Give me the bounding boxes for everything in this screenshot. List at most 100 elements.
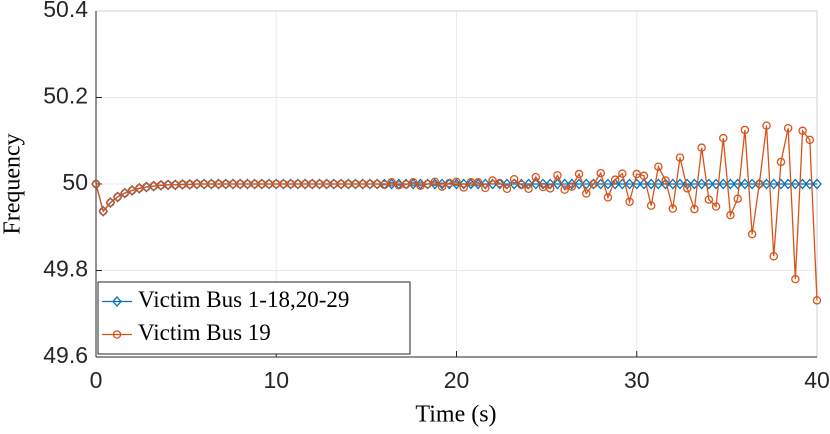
marker: [639, 178, 649, 190]
marker: [235, 178, 246, 190]
marker: [733, 194, 742, 203]
x-tick-label: 30: [624, 367, 650, 393]
marker: [790, 178, 801, 190]
marker: [690, 204, 699, 214]
marker: [264, 178, 274, 190]
marker: [776, 178, 786, 190]
marker: [502, 184, 512, 194]
marker: [242, 178, 253, 190]
y-axis-label: Frequency: [0, 133, 26, 234]
marker: [675, 153, 685, 162]
legend-label: Victim Bus 19: [138, 320, 271, 345]
marker: [488, 176, 497, 185]
marker: [791, 274, 800, 284]
marker: [422, 178, 433, 190]
marker: [596, 168, 605, 178]
marker: [560, 185, 569, 194]
marker: [574, 169, 584, 179]
marker: [271, 178, 282, 190]
marker: [646, 178, 657, 190]
marker: [430, 177, 440, 187]
marker: [582, 189, 591, 198]
marker: [718, 178, 729, 190]
y-tick-label: 50: [62, 169, 88, 195]
marker: [646, 201, 656, 210]
marker: [747, 178, 757, 190]
marker: [776, 157, 786, 167]
marker: [192, 178, 202, 190]
marker: [553, 171, 562, 180]
marker: [380, 180, 389, 190]
marker: [343, 178, 354, 190]
marker: [293, 178, 303, 190]
y-tick-label: 49.8: [43, 256, 88, 282]
marker: [783, 123, 793, 133]
marker: [589, 179, 598, 189]
marker: [127, 185, 137, 196]
legend-marker: [112, 296, 122, 307]
marker: [618, 169, 627, 178]
marker: [625, 197, 634, 206]
marker: [610, 175, 620, 184]
marker: [740, 125, 750, 135]
marker: [256, 178, 267, 190]
marker: [668, 204, 678, 213]
marker: [357, 178, 368, 190]
marker: [387, 178, 396, 187]
marker: [747, 229, 757, 239]
y-tick-label: 50.2: [43, 83, 88, 109]
marker: [184, 178, 195, 190]
marker: [581, 178, 592, 190]
marker: [336, 178, 347, 190]
marker: [98, 205, 109, 217]
marker: [206, 178, 217, 190]
marker: [278, 178, 289, 190]
legend-box: [97, 281, 411, 355]
marker: [509, 174, 519, 184]
series-line: [95, 125, 818, 301]
legend-label: Victim Bus 1-18,20-29: [138, 287, 349, 312]
marker: [661, 176, 670, 185]
marker: [682, 184, 692, 193]
marker: [667, 178, 678, 190]
marker: [726, 210, 735, 220]
marker: [588, 178, 599, 190]
marker: [812, 178, 822, 190]
marker: [524, 184, 533, 194]
marker: [141, 181, 152, 193]
marker: [148, 180, 159, 192]
marker: [437, 182, 447, 191]
legend-marker: [112, 330, 122, 339]
marker: [545, 184, 555, 193]
marker: [199, 178, 210, 190]
marker: [408, 178, 418, 187]
marker: [769, 251, 778, 261]
marker: [386, 178, 397, 190]
marker: [481, 183, 490, 193]
marker: [552, 178, 563, 190]
y-tick-label: 49.6: [43, 342, 88, 368]
marker: [91, 179, 101, 189]
marker: [228, 178, 238, 190]
marker: [285, 178, 296, 190]
x-tick-label: 40: [804, 367, 830, 393]
marker: [91, 178, 101, 190]
marker: [437, 178, 447, 190]
marker: [98, 206, 108, 216]
marker: [719, 133, 728, 143]
marker: [697, 143, 706, 152]
marker: [329, 178, 339, 190]
x-axis-label: Time (s): [415, 402, 496, 428]
marker: [804, 178, 815, 190]
marker: [603, 178, 613, 190]
marker: [768, 178, 779, 190]
marker: [473, 178, 483, 187]
marker: [531, 172, 541, 182]
legend: Victim Bus 1-18,20-29 Victim Bus 19: [97, 281, 411, 355]
marker: [675, 178, 685, 190]
marker: [732, 178, 743, 190]
marker: [740, 178, 750, 190]
marker: [755, 179, 764, 189]
marker: [307, 178, 318, 190]
